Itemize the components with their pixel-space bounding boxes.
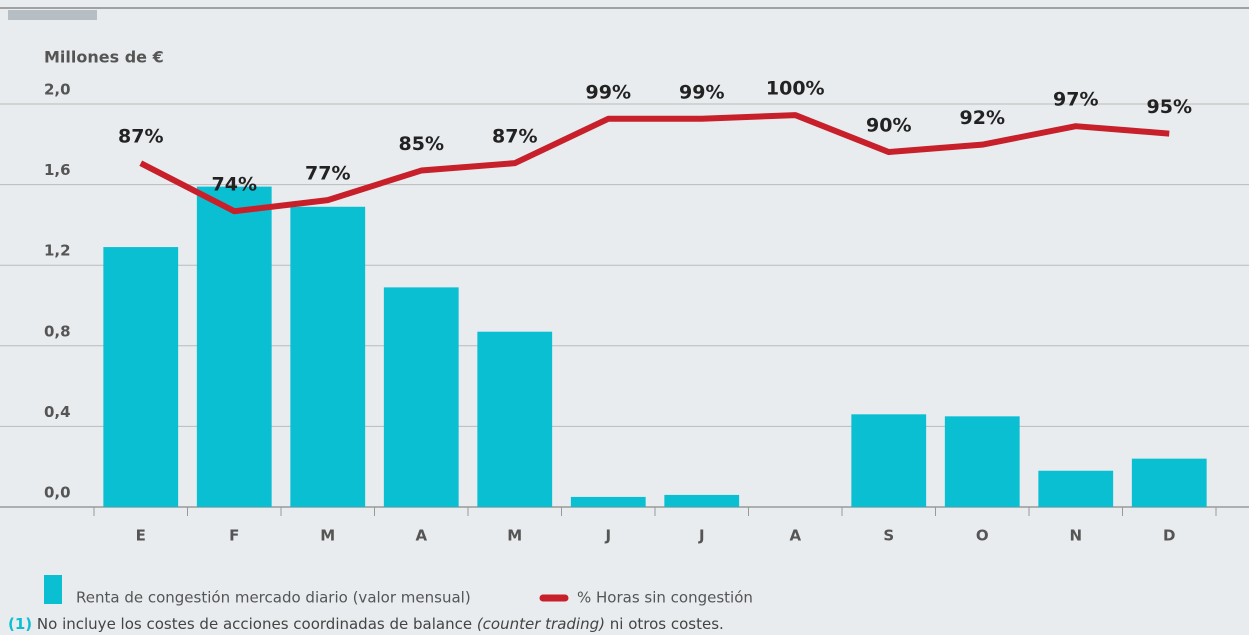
bar	[196, 186, 272, 508]
x-tick-label: A	[415, 527, 427, 545]
footnote-italic: (counter trading)	[477, 615, 605, 633]
x-tick-label: O	[976, 527, 989, 545]
legend-swatch-bar	[44, 575, 62, 604]
footnote-marker: (1)	[8, 615, 32, 633]
data-label: 99%	[679, 81, 724, 103]
x-tick-label: J	[698, 527, 705, 545]
x-tick-label: M	[507, 527, 522, 545]
bar	[570, 496, 646, 507]
data-label: 77%	[305, 163, 350, 185]
bar	[851, 414, 927, 507]
data-label: 85%	[399, 133, 444, 155]
data-label: 87%	[118, 126, 163, 148]
data-label: 95%	[1147, 96, 1192, 118]
bar	[477, 331, 553, 507]
data-label: 90%	[866, 115, 911, 137]
x-tick-label: A	[789, 527, 801, 545]
data-label: 100%	[766, 78, 825, 100]
bar	[383, 287, 459, 507]
y-tick-label: 0,8	[44, 322, 71, 340]
bar	[290, 206, 366, 507]
x-tick-label: E	[136, 527, 146, 545]
y-tick-label: 0,0	[44, 484, 71, 502]
x-tick-label: S	[883, 527, 894, 545]
bar	[103, 247, 179, 507]
y-tick-label: 2,0	[44, 81, 71, 99]
footnote-text: No incluye los costes de acciones coordi…	[32, 615, 477, 633]
x-tick-label: M	[320, 527, 335, 545]
x-tick-label: J	[604, 527, 611, 545]
data-label: 99%	[586, 81, 631, 103]
y-axis-label: Millones de €	[44, 48, 164, 67]
y-tick-label: 0,4	[44, 403, 71, 421]
data-label: 97%	[1053, 89, 1098, 111]
data-label: 92%	[960, 107, 1005, 129]
x-tick-label: F	[229, 527, 239, 545]
bar	[1038, 470, 1114, 507]
top-tab	[8, 10, 97, 20]
x-tick-label: D	[1163, 527, 1175, 545]
footnote-text: ni otros costes.	[605, 615, 724, 633]
bar	[1131, 458, 1207, 507]
data-label: 74%	[212, 174, 257, 196]
data-label: 87%	[492, 126, 537, 148]
y-tick-label: 1,6	[44, 161, 71, 179]
footnote: (1) No incluye los costes de acciones co…	[8, 615, 724, 633]
line	[139, 112, 1170, 215]
bar	[664, 494, 740, 507]
legend-label: % Horas sin congestión	[577, 589, 753, 607]
legend-label: Renta de congestión mercado diario (valo…	[76, 589, 471, 607]
bar	[944, 416, 1020, 507]
y-tick-label: 1,2	[44, 242, 71, 260]
x-tick-label: N	[1069, 527, 1082, 545]
